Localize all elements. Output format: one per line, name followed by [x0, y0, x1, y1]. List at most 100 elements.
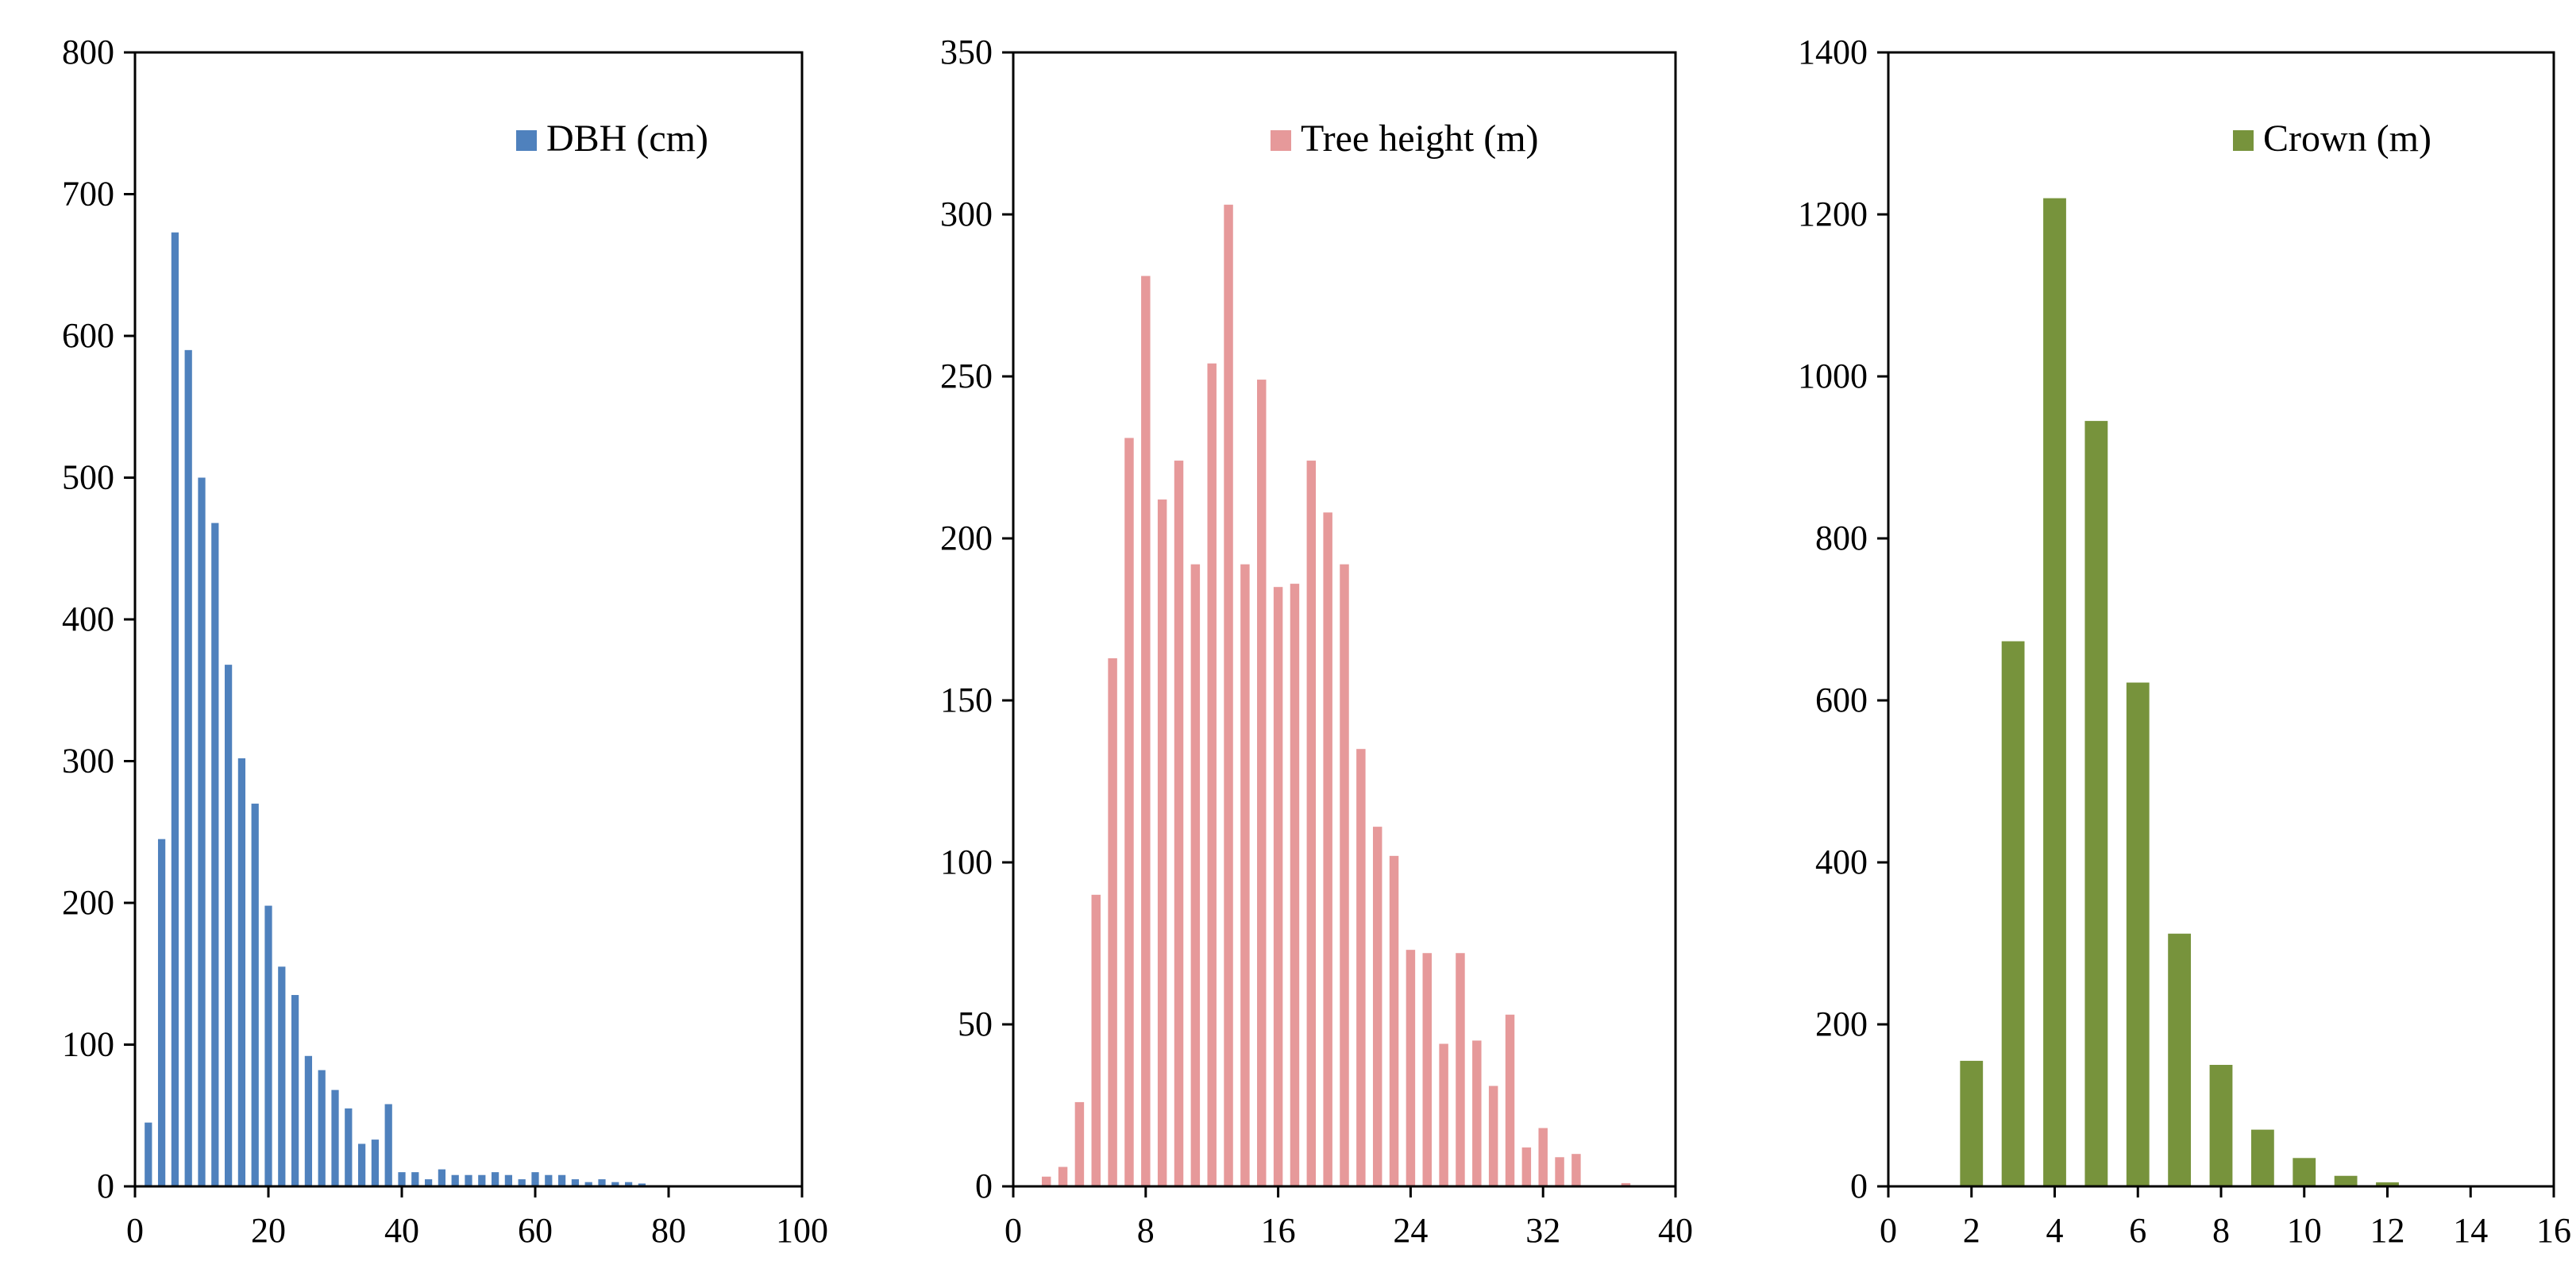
- crown-y-tick-label: 0: [1850, 1167, 1868, 1205]
- height-bar: [1571, 1154, 1581, 1186]
- height-bar: [1290, 584, 1300, 1186]
- dbh-bar: [171, 232, 179, 1187]
- height-bar: [1389, 855, 1399, 1186]
- height-bar: [1174, 461, 1184, 1186]
- crown-x-tick-label: 0: [1880, 1211, 1897, 1250]
- dbh-bar: [411, 1172, 419, 1186]
- dbh-bar: [384, 1104, 392, 1186]
- dbh-legend-swatch: [516, 130, 537, 151]
- crown-y-tick-label: 1000: [1798, 357, 1868, 395]
- dbh-legend-label: DBH (cm): [546, 118, 708, 160]
- height-x-tick-label: 32: [1525, 1211, 1560, 1250]
- dbh-bar: [157, 839, 166, 1186]
- dbh-bar: [237, 758, 246, 1186]
- dbh-x-tick-label: 80: [651, 1211, 686, 1250]
- crown-bar: [2376, 1182, 2399, 1186]
- height-x-tick-label: 16: [1261, 1211, 1296, 1250]
- height-bar: [1439, 1043, 1448, 1186]
- dbh-bar: [198, 477, 206, 1186]
- height-x-tick-label: 24: [1393, 1211, 1428, 1250]
- height-bar: [1074, 1101, 1085, 1186]
- dbh-y-tick-label: 800: [62, 33, 114, 71]
- dbh-x-tick-label: 20: [251, 1211, 286, 1250]
- height-y-tick-label: 300: [940, 195, 993, 233]
- crown-bar: [2209, 1065, 2233, 1186]
- height-bar: [1041, 1176, 1051, 1186]
- dbh-bar: [318, 1070, 326, 1186]
- crown-y-tick-label: 1200: [1798, 195, 1868, 233]
- dbh-bar: [531, 1172, 539, 1186]
- dbh-x-tick-label: 100: [776, 1211, 828, 1250]
- height-bar: [1224, 204, 1233, 1186]
- height-y-tick-label: 250: [940, 357, 993, 395]
- height-bar: [1240, 564, 1250, 1186]
- height-x-tick-label: 0: [1005, 1211, 1022, 1250]
- height-y-tick-label: 50: [958, 1005, 993, 1043]
- height-bar: [1472, 1040, 1482, 1186]
- height-y-tick-label: 100: [940, 843, 993, 881]
- dbh-bar: [264, 905, 272, 1186]
- dbh-bar: [504, 1174, 513, 1186]
- height-bar: [1422, 953, 1432, 1186]
- dbh-x-tick-label: 0: [126, 1211, 144, 1250]
- crown-x-tick-label: 16: [2536, 1211, 2571, 1250]
- crown-x-tick-label: 2: [1963, 1211, 1980, 1250]
- crown-y-tick-label: 400: [1815, 843, 1868, 881]
- dbh-y-tick-label: 400: [62, 600, 114, 638]
- height-bar: [1555, 1157, 1564, 1186]
- dbh-x-tick-label: 40: [384, 1211, 419, 1250]
- height-bar: [1124, 438, 1134, 1186]
- height-bar: [1488, 1086, 1498, 1186]
- height-bar: [1306, 461, 1317, 1186]
- dbh-bar: [291, 995, 299, 1186]
- dbh-bar: [251, 804, 259, 1186]
- height-bar: [1273, 587, 1283, 1186]
- height-bar: [1257, 380, 1267, 1187]
- height-bar: [1372, 827, 1382, 1186]
- crown-bar: [2043, 198, 2066, 1187]
- crown-bar: [2250, 1129, 2274, 1186]
- dbh-bar: [545, 1174, 553, 1186]
- dbh-bar: [184, 349, 192, 1187]
- dbh-bar: [491, 1172, 499, 1186]
- dbh-bar: [438, 1169, 446, 1186]
- height-bar: [1058, 1167, 1068, 1186]
- height-bar: [1091, 894, 1101, 1186]
- dbh-x-tick-label: 60: [518, 1211, 553, 1250]
- height-bar: [1157, 499, 1167, 1186]
- crown-y-tick-label: 600: [1815, 681, 1868, 719]
- crown-histogram-panel: 0 200 400 600 800 1000 1200 1400 0 2 4 6 8 10 12 14 16 Cr…: [1798, 33, 2571, 1250]
- crown-bar: [2126, 682, 2150, 1186]
- crown-y-tick-label: 800: [1815, 519, 1868, 557]
- height-bar: [1356, 749, 1366, 1186]
- dbh-bar: [145, 1122, 152, 1186]
- crown-bar: [2168, 933, 2192, 1186]
- height-x-tick-label: 40: [1658, 1211, 1693, 1250]
- dbh-bar: [398, 1172, 406, 1186]
- crown-x-tick-label: 8: [2212, 1211, 2230, 1250]
- crown-x-tick-label: 12: [2370, 1211, 2405, 1250]
- crown-bar: [2334, 1175, 2358, 1186]
- height-bar: [1456, 953, 1465, 1186]
- tree-height-histogram-panel: 0 50 100 150 200 250 300 350 0 8 16 24 32 40 Tree heig…: [940, 33, 1693, 1250]
- dbh-bar: [557, 1174, 566, 1186]
- dbh-histogram-panel: 0 100 200 300 400 500 600 700 800 0 20 40 60 80 100 DBH…: [62, 33, 828, 1250]
- crown-legend-label: Crown (m): [2263, 118, 2431, 160]
- height-y-tick-label: 200: [940, 519, 993, 557]
- dbh-y-tick-label: 200: [62, 883, 114, 922]
- crown-bar: [2084, 421, 2108, 1186]
- height-bar: [1621, 1182, 1631, 1186]
- crown-x-tick-label: 6: [2129, 1211, 2146, 1250]
- dbh-y-tick-label: 300: [62, 742, 114, 781]
- dbh-bar: [224, 665, 233, 1186]
- height-bar: [1406, 950, 1416, 1186]
- height-x-tick-label: 8: [1137, 1211, 1155, 1250]
- dbh-bar: [571, 1179, 580, 1186]
- height-bar: [1108, 657, 1117, 1186]
- dbh-bar: [331, 1089, 339, 1186]
- height-legend-swatch: [1271, 130, 1291, 151]
- dbh-y-tick-label: 100: [62, 1025, 114, 1064]
- dbh-bar: [584, 1182, 592, 1186]
- height-y-tick-label: 0: [975, 1167, 993, 1205]
